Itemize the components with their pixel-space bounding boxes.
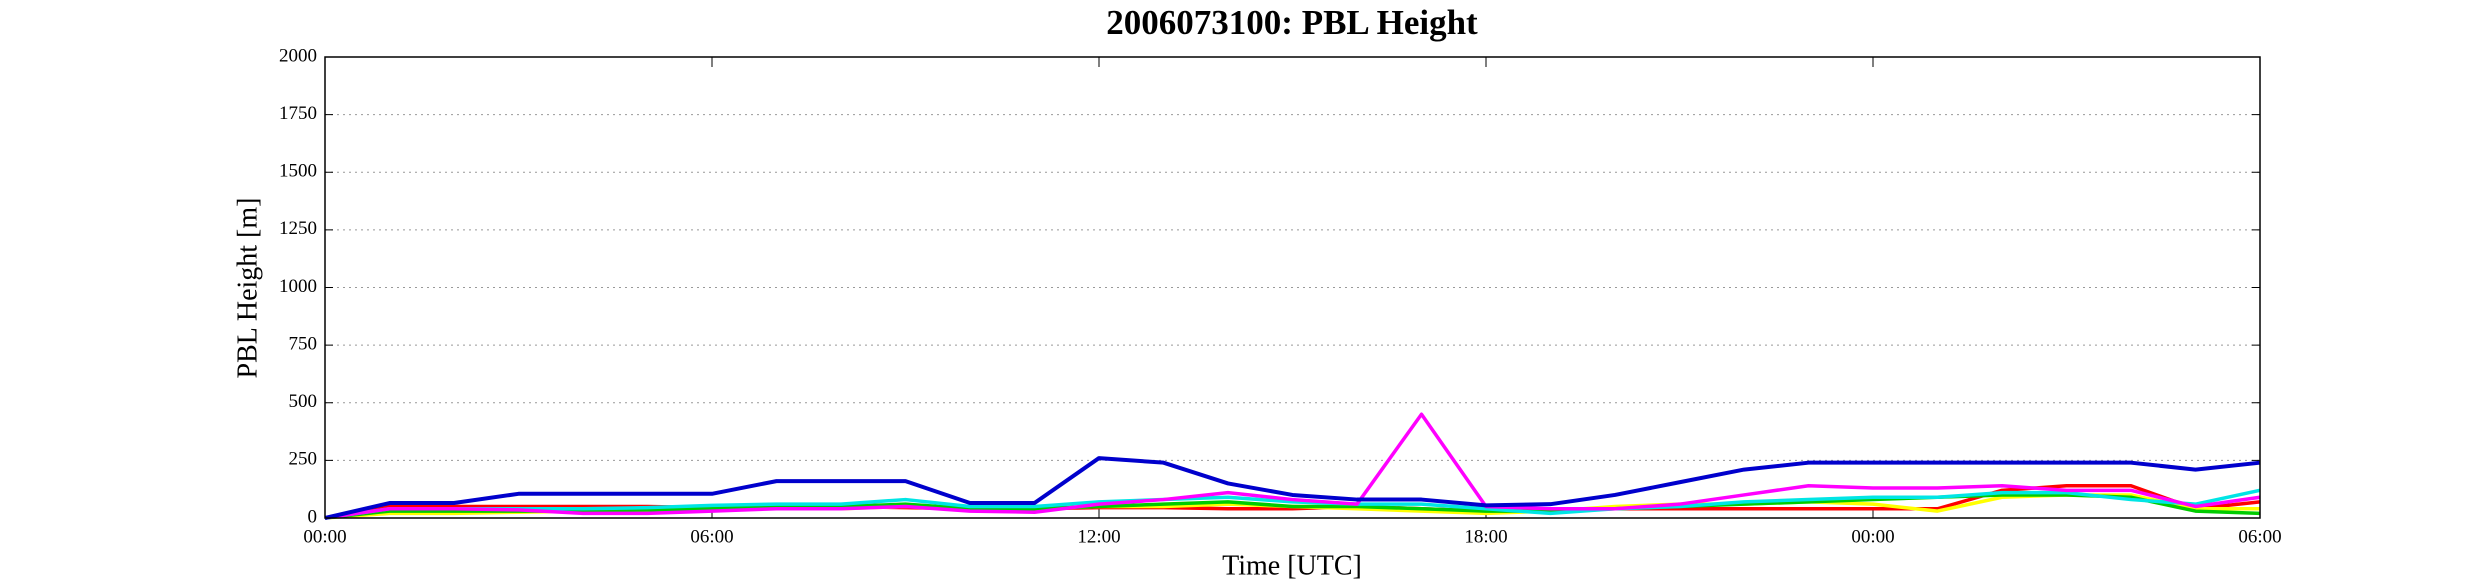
x-tick-label: 06:00 <box>2238 526 2281 547</box>
x-tick-label: 00:00 <box>1851 526 1894 547</box>
y-tick-label: 1000 <box>279 276 317 297</box>
plot-frame <box>324 56 2261 519</box>
y-tick-label: 1500 <box>279 161 317 182</box>
x-tick-label: 06:00 <box>690 526 733 547</box>
y-tick-label: 1250 <box>279 218 317 239</box>
y-tick-label: 1750 <box>279 103 317 124</box>
series-line <box>324 412 2261 520</box>
x-axis-label: Time [UTC] <box>1222 550 1362 581</box>
x-tick-label: 00:00 <box>303 526 346 547</box>
chart-title: 2006073100: PBL Height <box>1106 3 1478 42</box>
y-tick-label: 500 <box>289 391 318 412</box>
y-tick-label: 750 <box>289 333 318 354</box>
series-line <box>324 456 2261 520</box>
x-tick-label: 12:00 <box>1077 526 1120 547</box>
y-tick-label: 250 <box>289 449 318 470</box>
series-line <box>324 488 2261 520</box>
x-tick-label: 18:00 <box>1464 526 1507 547</box>
y-tick-label: 2000 <box>279 45 317 66</box>
y-tick-label: 0 <box>308 506 318 527</box>
y-axis-label: PBL Height [m] <box>232 198 263 379</box>
